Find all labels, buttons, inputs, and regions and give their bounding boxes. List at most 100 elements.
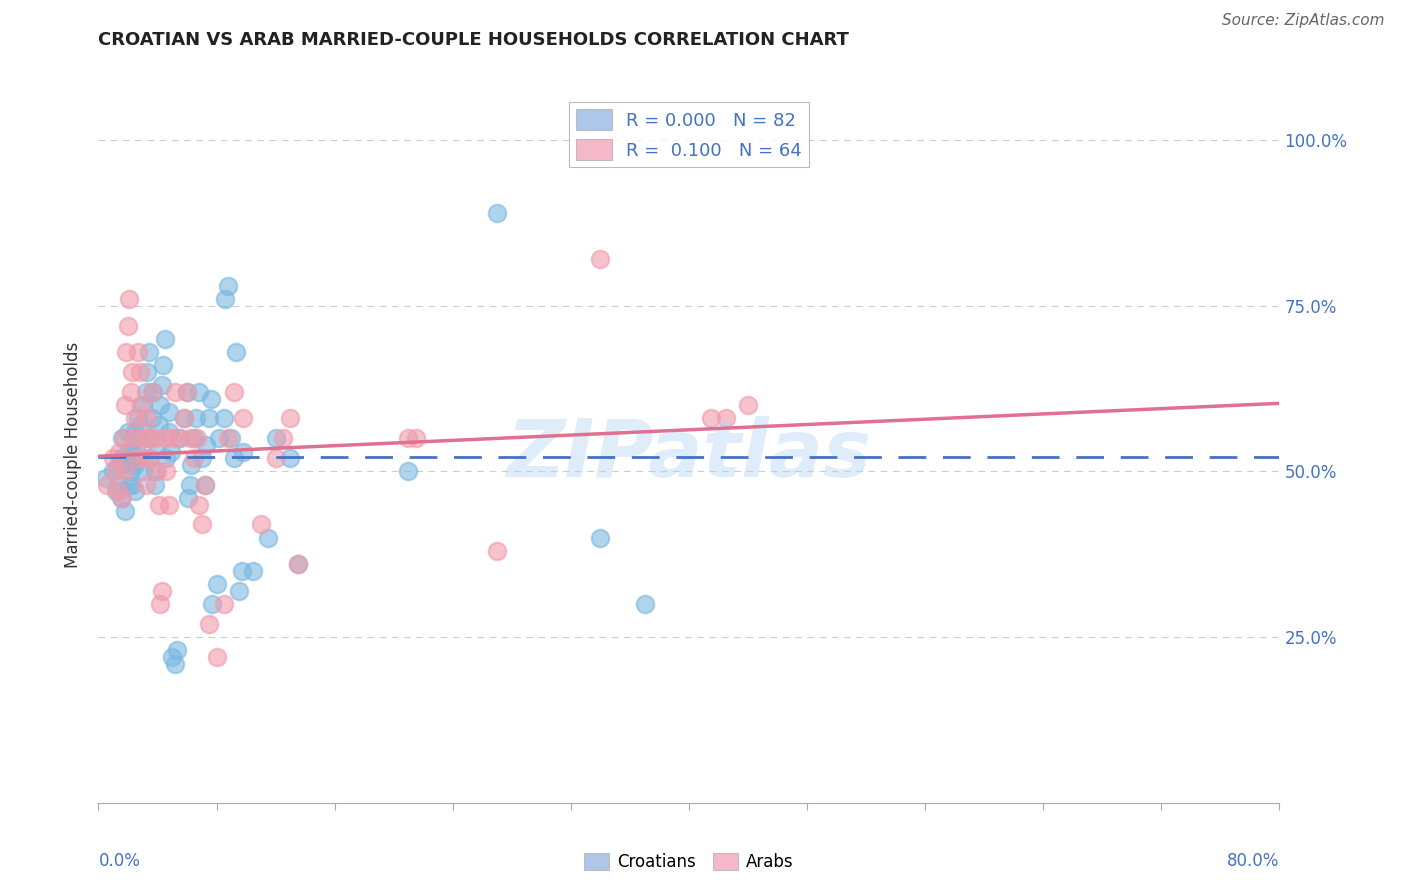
- Point: [117, 318, 139, 333]
- Point: [271, 431, 294, 445]
- Point: [589, 252, 612, 267]
- Point: [111, 431, 134, 445]
- Point: [146, 465, 169, 479]
- Point: [129, 398, 152, 412]
- Point: [153, 332, 176, 346]
- Point: [152, 359, 174, 373]
- Point: [405, 431, 427, 445]
- Point: [103, 465, 125, 479]
- Point: [225, 345, 247, 359]
- Point: [214, 292, 236, 306]
- Point: [127, 411, 149, 425]
- Point: [127, 345, 149, 359]
- Point: [121, 477, 143, 491]
- Point: [122, 431, 145, 445]
- Point: [157, 498, 180, 512]
- Point: [208, 431, 231, 445]
- Point: [714, 411, 737, 425]
- Point: [217, 431, 239, 445]
- Point: [107, 484, 129, 499]
- Point: [127, 431, 149, 445]
- Point: [278, 411, 302, 425]
- Point: [166, 643, 188, 657]
- Point: [138, 451, 160, 466]
- Point: [114, 398, 136, 412]
- Point: [141, 411, 163, 425]
- Point: [141, 384, 163, 399]
- Point: [125, 438, 148, 452]
- Point: [205, 577, 228, 591]
- Point: [120, 465, 142, 479]
- Point: [110, 491, 132, 505]
- Point: [396, 431, 419, 445]
- Point: [115, 345, 138, 359]
- Point: [136, 365, 159, 379]
- Point: [139, 451, 162, 466]
- Point: [200, 392, 222, 406]
- Point: [117, 444, 139, 458]
- Point: [217, 279, 239, 293]
- Point: [114, 504, 136, 518]
- Point: [117, 425, 139, 439]
- Point: [201, 597, 224, 611]
- Point: [142, 384, 165, 399]
- Point: [180, 458, 202, 472]
- Point: [191, 451, 214, 466]
- Point: [139, 431, 162, 445]
- Point: [212, 597, 235, 611]
- Point: [155, 465, 177, 479]
- Point: [264, 451, 287, 466]
- Point: [165, 657, 187, 671]
- Point: [128, 451, 150, 466]
- Point: [183, 431, 205, 445]
- Point: [107, 458, 129, 472]
- Point: [124, 484, 146, 499]
- Point: [132, 398, 155, 412]
- Point: [143, 465, 166, 479]
- Point: [124, 411, 146, 425]
- Point: [162, 650, 183, 665]
- Point: [179, 477, 201, 491]
- Point: [232, 411, 254, 425]
- Point: [121, 365, 143, 379]
- Point: [219, 431, 242, 445]
- Point: [150, 378, 173, 392]
- Point: [194, 477, 217, 491]
- Point: [108, 477, 131, 491]
- Point: [287, 558, 309, 572]
- Point: [228, 583, 250, 598]
- Point: [183, 451, 205, 466]
- Point: [124, 458, 146, 472]
- Point: [205, 650, 228, 665]
- Point: [169, 431, 191, 445]
- Point: [589, 531, 612, 545]
- Text: 0.0%: 0.0%: [98, 852, 141, 870]
- Point: [129, 418, 152, 433]
- Point: [162, 431, 183, 445]
- Point: [135, 477, 157, 491]
- Point: [112, 431, 135, 445]
- Point: [146, 438, 169, 452]
- Point: [242, 564, 264, 578]
- Point: [194, 477, 217, 491]
- Point: [105, 465, 128, 479]
- Point: [187, 384, 209, 399]
- Point: [176, 384, 198, 399]
- Point: [264, 431, 287, 445]
- Point: [110, 451, 132, 466]
- Point: [195, 438, 218, 452]
- Point: [700, 411, 723, 425]
- Point: [198, 616, 221, 631]
- Point: [135, 384, 157, 399]
- Point: [184, 411, 207, 425]
- Point: [120, 458, 142, 472]
- Point: [257, 531, 280, 545]
- Point: [212, 411, 235, 425]
- Point: [111, 491, 134, 505]
- Point: [148, 498, 170, 512]
- Point: [114, 465, 136, 479]
- Point: [118, 477, 141, 491]
- Point: [167, 431, 190, 445]
- Point: [149, 398, 172, 412]
- Point: [486, 206, 509, 220]
